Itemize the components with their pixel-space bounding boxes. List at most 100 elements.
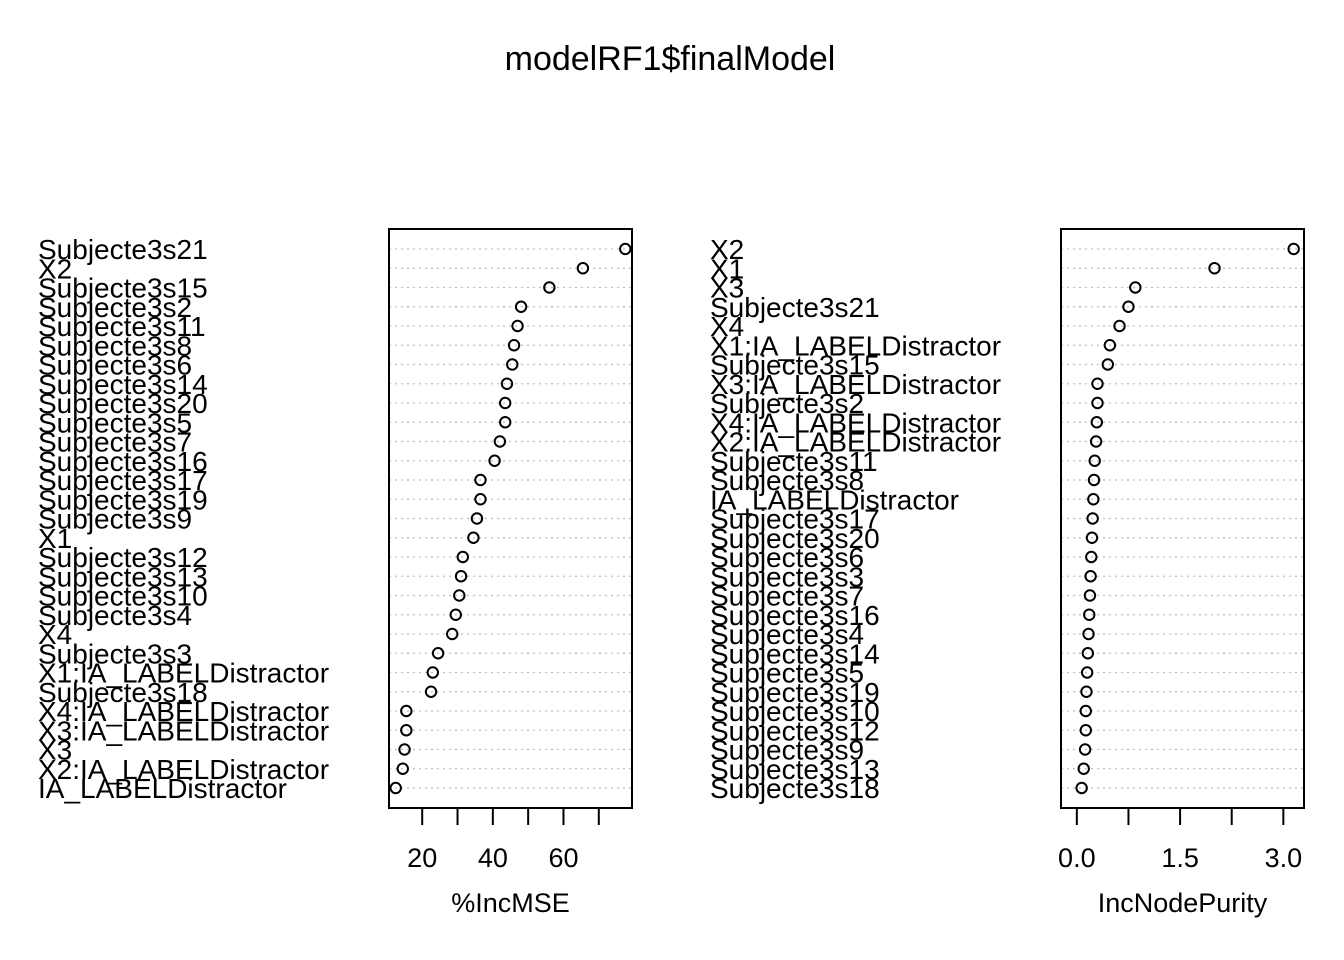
data-point [1080, 685, 1093, 698]
data-point [400, 724, 413, 737]
panel-incmse: Subjecte3s21X2Subjecte3s15Subjecte3s2Sub… [38, 228, 633, 918]
category-label: Subjecte3s11 [710, 446, 878, 477]
data-point [431, 647, 445, 660]
data-point [511, 319, 524, 333]
category-label: Subjecte3s6 [710, 542, 864, 573]
data-point [493, 435, 507, 448]
data-point [1086, 512, 1099, 525]
data-point [454, 570, 468, 583]
data-point [474, 493, 487, 506]
category-label: Subjecte3s12 [38, 542, 208, 573]
category-label: X2 [38, 253, 72, 284]
data-point [1091, 396, 1104, 410]
category-label: X4:IA_LABELDistractor [710, 407, 1001, 438]
data-point [1087, 473, 1101, 487]
data-point [488, 454, 501, 467]
category-label: IA_LABELDistractor [710, 484, 959, 515]
data-point [389, 781, 402, 795]
data-point [474, 473, 487, 487]
data-point [1208, 262, 1221, 275]
data-point [543, 281, 556, 294]
data-point [1085, 531, 1099, 544]
plot-frame [388, 228, 633, 809]
data-point [1078, 743, 1092, 756]
category-label: Subjecte3s10 [38, 581, 208, 612]
data-point [1079, 704, 1092, 718]
data-point [1083, 608, 1096, 621]
category-label: Subjecte3s17 [710, 504, 880, 535]
category-label: Subjecte3s13 [710, 754, 880, 785]
category-label: Subjecte3s3 [710, 561, 864, 592]
category-label: Subjecte3s2 [710, 388, 864, 419]
category-label: Subjecte3s9 [710, 735, 864, 766]
category-label: Subjecte3s18 [38, 677, 208, 708]
category-label: Subjecte3s10 [710, 696, 880, 727]
data-point [400, 704, 413, 718]
category-label: X4:IA_LABELDistractor [38, 696, 329, 727]
data-point [500, 377, 514, 390]
data-point [1088, 454, 1101, 467]
data-point [576, 262, 590, 275]
data-point [514, 300, 528, 313]
category-label: Subjecte3s4 [710, 619, 864, 650]
plot-frame [1060, 228, 1305, 809]
data-point [1079, 724, 1092, 737]
data-point [426, 666, 439, 679]
category-label: Subjecte3s18 [710, 773, 880, 804]
category-label: Subjecte3s5 [38, 407, 192, 438]
data-point [1082, 627, 1095, 641]
data-point [398, 743, 411, 756]
category-label: Subjecte3s19 [710, 677, 880, 708]
category-label: Subjecte3s17 [38, 465, 208, 496]
data-point [424, 685, 438, 698]
category-label: Subjecte3s20 [710, 523, 880, 554]
data-point [449, 608, 462, 621]
data-point [507, 339, 521, 352]
category-label: Subjecte3s16 [710, 600, 880, 631]
data-point [1075, 781, 1088, 795]
category-label: X1:IA_LABELDistractor [38, 658, 329, 689]
category-label: Subjecte3s7 [38, 427, 192, 458]
data-point [1101, 358, 1115, 371]
x-tick-label: 20 [407, 843, 437, 873]
category-label: Subjecte3s15 [710, 350, 880, 381]
data-point [1087, 493, 1100, 506]
data-point [453, 589, 466, 602]
category-label: Subjecte3s14 [710, 638, 880, 669]
category-label: X1 [710, 253, 744, 284]
category-label: Subjecte3s8 [38, 330, 192, 361]
category-label: X3:IA_LABELDistractor [38, 715, 329, 746]
category-label: Subjecte3s20 [38, 388, 208, 419]
category-label: X2 [710, 234, 744, 265]
category-label: Subjecte3s6 [38, 350, 192, 381]
category-label: X2:IA_LABELDistractor [38, 754, 329, 785]
data-point [1129, 281, 1142, 294]
x-axis-label: %IncMSE [451, 888, 570, 918]
data-point [446, 627, 459, 641]
data-point [499, 416, 512, 429]
category-label: Subjecte3s21 [710, 292, 880, 323]
category-label: Subjecte3s9 [38, 504, 192, 535]
category-label: Subjecte3s7 [710, 581, 864, 612]
category-label: Subjecte3s15 [38, 273, 208, 304]
category-label: Subjecte3s14 [38, 369, 208, 400]
data-point [1287, 242, 1300, 256]
data-point [396, 762, 409, 775]
data-point [1080, 666, 1094, 679]
category-label: Subjecte3s21 [38, 234, 208, 265]
x-tick-label: 1.5 [1161, 843, 1199, 873]
data-point [1085, 550, 1098, 564]
data-point [470, 512, 484, 525]
panel-incnodepurity: X2X1X3Subjecte3s21X4X1:IA_LABELDistracto… [710, 228, 1305, 918]
data-point [499, 396, 512, 410]
x-tick-label: 40 [478, 843, 508, 873]
category-label: X2:IA_LABELDistractor [710, 427, 1001, 458]
category-label: Subjecte3s16 [38, 446, 208, 477]
category-label: IA_LABELDistractor [38, 773, 287, 804]
category-label: X4 [38, 619, 72, 650]
x-tick-label: 3.0 [1265, 843, 1303, 873]
data-point [619, 242, 632, 256]
category-label: X1:IA_LABELDistractor [710, 330, 1001, 361]
data-point [456, 550, 470, 564]
data-point [1103, 339, 1117, 352]
